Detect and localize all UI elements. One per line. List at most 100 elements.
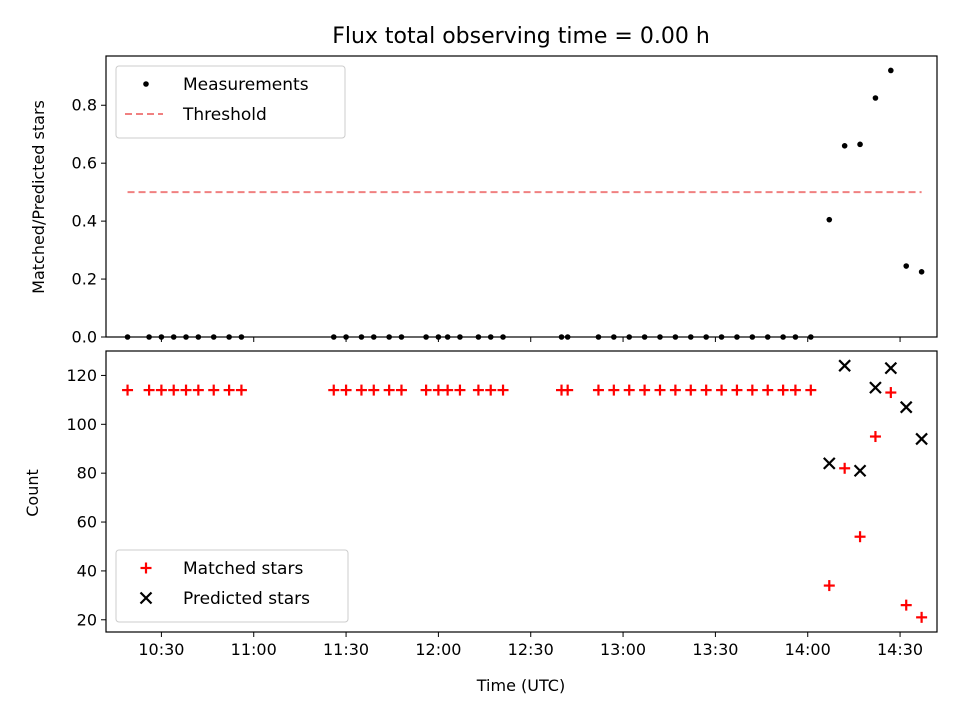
legend-handle <box>143 81 149 87</box>
matched-stars-point <box>497 384 509 396</box>
matched-stars-point <box>900 599 912 611</box>
predicted-stars-point <box>853 464 867 478</box>
legend-item-predicted-stars: Predicted stars <box>139 589 310 609</box>
y-tick-label: 0.4 <box>72 212 97 231</box>
matched-stars-point <box>192 384 204 396</box>
legend-label: Measurements <box>183 75 309 95</box>
matched-stars-point <box>669 384 681 396</box>
matched-stars-point <box>472 384 484 396</box>
bottom-legend: Matched stars Predicted stars <box>115 549 349 623</box>
measurements-point <box>857 141 863 148</box>
matched-stars-point <box>454 384 466 396</box>
matched-stars-point <box>700 384 712 396</box>
matched-stars-point <box>639 384 651 396</box>
legend-item-measurements: Measurements <box>143 75 309 95</box>
x-tick-label: 13:30 <box>692 640 738 659</box>
y-tick-label: 40 <box>77 561 97 580</box>
y-tick-label: 0.2 <box>72 270 97 289</box>
x-tick-label: 12:30 <box>508 640 554 659</box>
top-y-axis-label: Matched/Predicted stars <box>29 100 48 294</box>
matched-stars-point <box>168 384 180 396</box>
matched-stars-point <box>383 384 395 396</box>
matched-stars-point <box>716 384 728 396</box>
matched-stars-point <box>731 384 743 396</box>
top-legend: Measurements Threshold <box>115 65 346 139</box>
legend-label: Threshold <box>182 105 267 125</box>
matched-stars-point <box>442 384 454 396</box>
x-tick-label: 11:00 <box>231 640 277 659</box>
y-tick-label: 20 <box>77 610 97 629</box>
y-tick-label: 60 <box>77 513 97 532</box>
y-tick-label: 100 <box>66 415 97 434</box>
legend-label: Predicted stars <box>183 589 310 609</box>
bottom-plot-frame <box>105 350 938 633</box>
measurements-point <box>872 95 879 101</box>
matched-stars-point <box>143 384 155 396</box>
legend-box <box>115 65 346 139</box>
matched-stars-point <box>180 384 192 396</box>
legend-box <box>115 549 349 623</box>
measurements-point <box>841 143 848 149</box>
matched-stars-point <box>916 611 928 623</box>
y-tick-label: 0.6 <box>72 154 97 173</box>
matched-stars-point <box>562 384 574 396</box>
count-panel: Count Time (UTC) 20 40 60 80 100 120 10:30 11:0… <box>23 350 938 695</box>
matched-stars-point <box>777 384 789 396</box>
y-tick-label: 0.8 <box>72 96 97 115</box>
matched-stars-point <box>746 384 758 396</box>
matched-stars-point <box>235 384 247 396</box>
matched-stars-point <box>654 384 666 396</box>
y-tick-label: 80 <box>77 464 97 483</box>
matched-stars-point <box>223 384 235 396</box>
matched-stars-point <box>869 431 881 443</box>
matched-stars-point <box>854 531 866 543</box>
measurements-point <box>903 263 910 269</box>
legend-handle <box>140 562 152 574</box>
legend-item-matched-stars: Matched stars <box>140 559 303 579</box>
predicted-stars-point <box>869 381 882 394</box>
x-tick-label: 13:00 <box>600 640 646 659</box>
matched-stars-point <box>420 384 432 396</box>
x-tick-label: 14:00 <box>785 640 831 659</box>
measurements-point <box>918 269 925 275</box>
legend-item-threshold: Threshold <box>125 105 267 125</box>
matched-stars-point <box>823 580 835 592</box>
predicted-stars-point <box>915 432 928 446</box>
matched-stars-point <box>122 384 134 396</box>
legend-handle <box>139 591 153 605</box>
matched-stars-point <box>432 384 444 396</box>
matched-stars-point <box>623 384 635 396</box>
x-tick-label: 14:30 <box>877 640 923 659</box>
matched-stars-point <box>368 384 380 396</box>
matched-stars-point <box>839 462 851 474</box>
series-matched-stars <box>122 384 928 623</box>
legend-label: Matched stars <box>183 559 303 579</box>
series-predicted-stars <box>822 359 928 478</box>
matched-stars-point <box>355 384 367 396</box>
measurements-point <box>888 67 894 74</box>
ratio-panel: Matched/Predicted stars 0.00.20.40.60.8 … <box>29 55 938 347</box>
matched-stars-point <box>340 384 352 396</box>
matched-stars-point <box>608 384 620 396</box>
matched-stars-point <box>685 384 697 396</box>
matched-stars-point <box>155 384 167 396</box>
matched-stars-point <box>762 384 774 396</box>
matched-stars-point <box>395 384 407 396</box>
matched-stars-point <box>805 384 817 396</box>
matched-stars-point <box>789 384 801 396</box>
predicted-stars-point <box>884 361 898 375</box>
matched-stars-point <box>485 384 497 396</box>
y-tick-label: 0.0 <box>72 328 97 347</box>
y-tick-label: 120 <box>66 366 97 385</box>
top-plot-frame <box>105 55 938 338</box>
matched-stars-point <box>592 384 604 396</box>
matched-stars-point <box>885 387 897 399</box>
measurements-point <box>826 216 833 223</box>
predicted-stars-point <box>822 457 836 470</box>
bottom-y-axis-label: Count <box>23 469 42 517</box>
x-tick-label: 10:30 <box>138 640 184 659</box>
x-tick-label: 11:30 <box>323 640 369 659</box>
chart-title: Flux total observing time = 0.00 h <box>332 24 710 49</box>
predicted-stars-point <box>899 400 913 414</box>
